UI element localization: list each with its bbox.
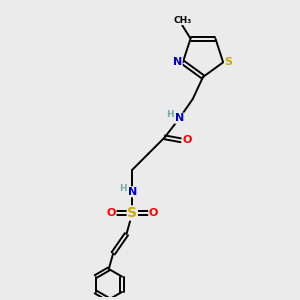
Text: S: S [127, 206, 137, 220]
Text: O: O [106, 208, 116, 218]
Text: N: N [175, 113, 184, 123]
Text: H: H [119, 184, 127, 193]
Text: S: S [224, 57, 232, 67]
Text: N: N [128, 187, 137, 197]
Text: H: H [166, 110, 174, 119]
Text: O: O [149, 208, 158, 218]
Text: O: O [182, 135, 191, 145]
Text: N: N [173, 57, 182, 67]
Text: CH₃: CH₃ [173, 16, 191, 25]
